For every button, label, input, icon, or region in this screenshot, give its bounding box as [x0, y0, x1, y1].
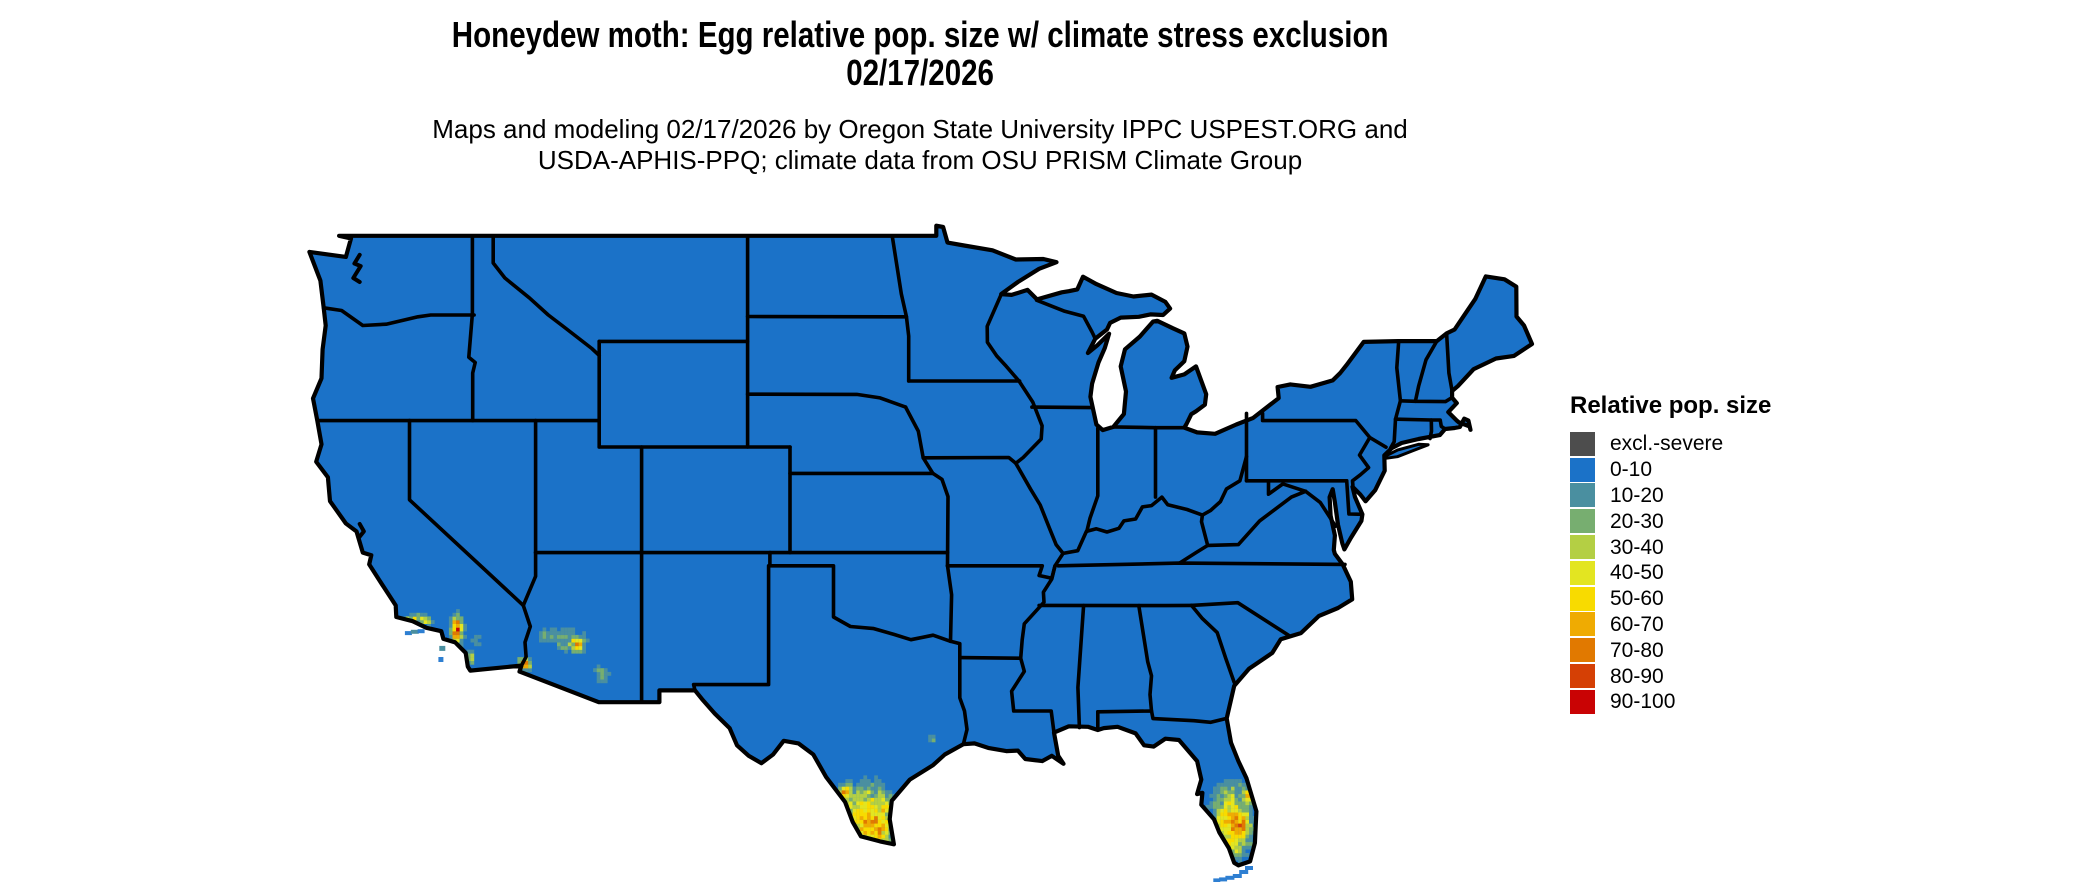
- legend-swatch-8: [1570, 638, 1595, 663]
- legend-label-9: 80-90: [1610, 664, 1664, 688]
- legend-item-0: excl.-severe: [1570, 431, 1771, 457]
- legend-label-10: 90-100: [1610, 690, 1676, 714]
- coastal-inlets: [351, 252, 366, 540]
- legend-item-6: 50-60: [1570, 586, 1771, 612]
- national-border: [307, 223, 1535, 868]
- legend-items: excl.-severe 0-10 10-20 20-30 30-40 40-50 50-6…: [1570, 431, 1771, 715]
- subtitle-line2: USDA-APHIS-PPQ; climate data from OSU PR…: [537, 145, 1303, 175]
- legend-swatch-6: [1570, 586, 1595, 611]
- legend: Relative pop. size excl.-severe 0-10 10-20…: [1570, 392, 1771, 715]
- legend-swatch-9: [1570, 664, 1595, 689]
- legend-label-0: excl.-severe: [1610, 432, 1724, 456]
- long-island: [1382, 442, 1430, 460]
- legend-swatch-0: [1570, 431, 1595, 456]
- legend-title: Relative pop. size: [1570, 392, 1772, 419]
- legend-swatch-3: [1570, 509, 1595, 534]
- legend-item-9: 80-90: [1570, 663, 1771, 689]
- legend-label-4: 30-40: [1610, 535, 1664, 559]
- state-borders: [315, 234, 1454, 746]
- legend-item-3: 20-30: [1570, 508, 1771, 534]
- legend-item-5: 40-50: [1570, 560, 1771, 586]
- legend-label-1: 0-10: [1610, 458, 1653, 482]
- conus-land-fill: [309, 225, 1532, 866]
- islands-and-keys: [404, 629, 1253, 882]
- legend-item-8: 70-80: [1570, 637, 1771, 663]
- legend-label-6: 50-60: [1610, 587, 1664, 611]
- legend-swatch-5: [1570, 560, 1595, 585]
- legend-swatch-10: [1570, 689, 1595, 714]
- legend-label-8: 70-80: [1610, 638, 1664, 662]
- us-map: [307, 223, 1535, 882]
- legend-item-7: 60-70: [1570, 612, 1771, 638]
- legend-label-5: 40-50: [1610, 561, 1664, 585]
- subtitle-block: Maps and modeling 02/17/2026 by Oregon S…: [295, 114, 1545, 176]
- page-title-line1: Honeydew moth: Egg relative pop. size w/…: [451, 14, 1389, 55]
- page-title-line2: 02/17/2026: [846, 52, 994, 93]
- subtitle-line1: Maps and modeling 02/17/2026 by Oregon S…: [432, 114, 1408, 144]
- title-block: Honeydew moth: Egg relative pop. size w/…: [295, 16, 1545, 176]
- legend-swatch-2: [1570, 483, 1595, 508]
- legend-item-1: 0-10: [1570, 457, 1771, 483]
- legend-item-4: 30-40: [1570, 534, 1771, 560]
- legend-label-3: 20-30: [1610, 509, 1664, 533]
- legend-label-2: 10-20: [1610, 483, 1664, 507]
- legend-item-10: 90-100: [1570, 689, 1771, 715]
- legend-item-2: 10-20: [1570, 483, 1771, 509]
- legend-label-7: 60-70: [1610, 612, 1664, 636]
- legend-swatch-4: [1570, 535, 1595, 560]
- legend-swatch-1: [1570, 457, 1595, 482]
- legend-swatch-7: [1570, 612, 1595, 637]
